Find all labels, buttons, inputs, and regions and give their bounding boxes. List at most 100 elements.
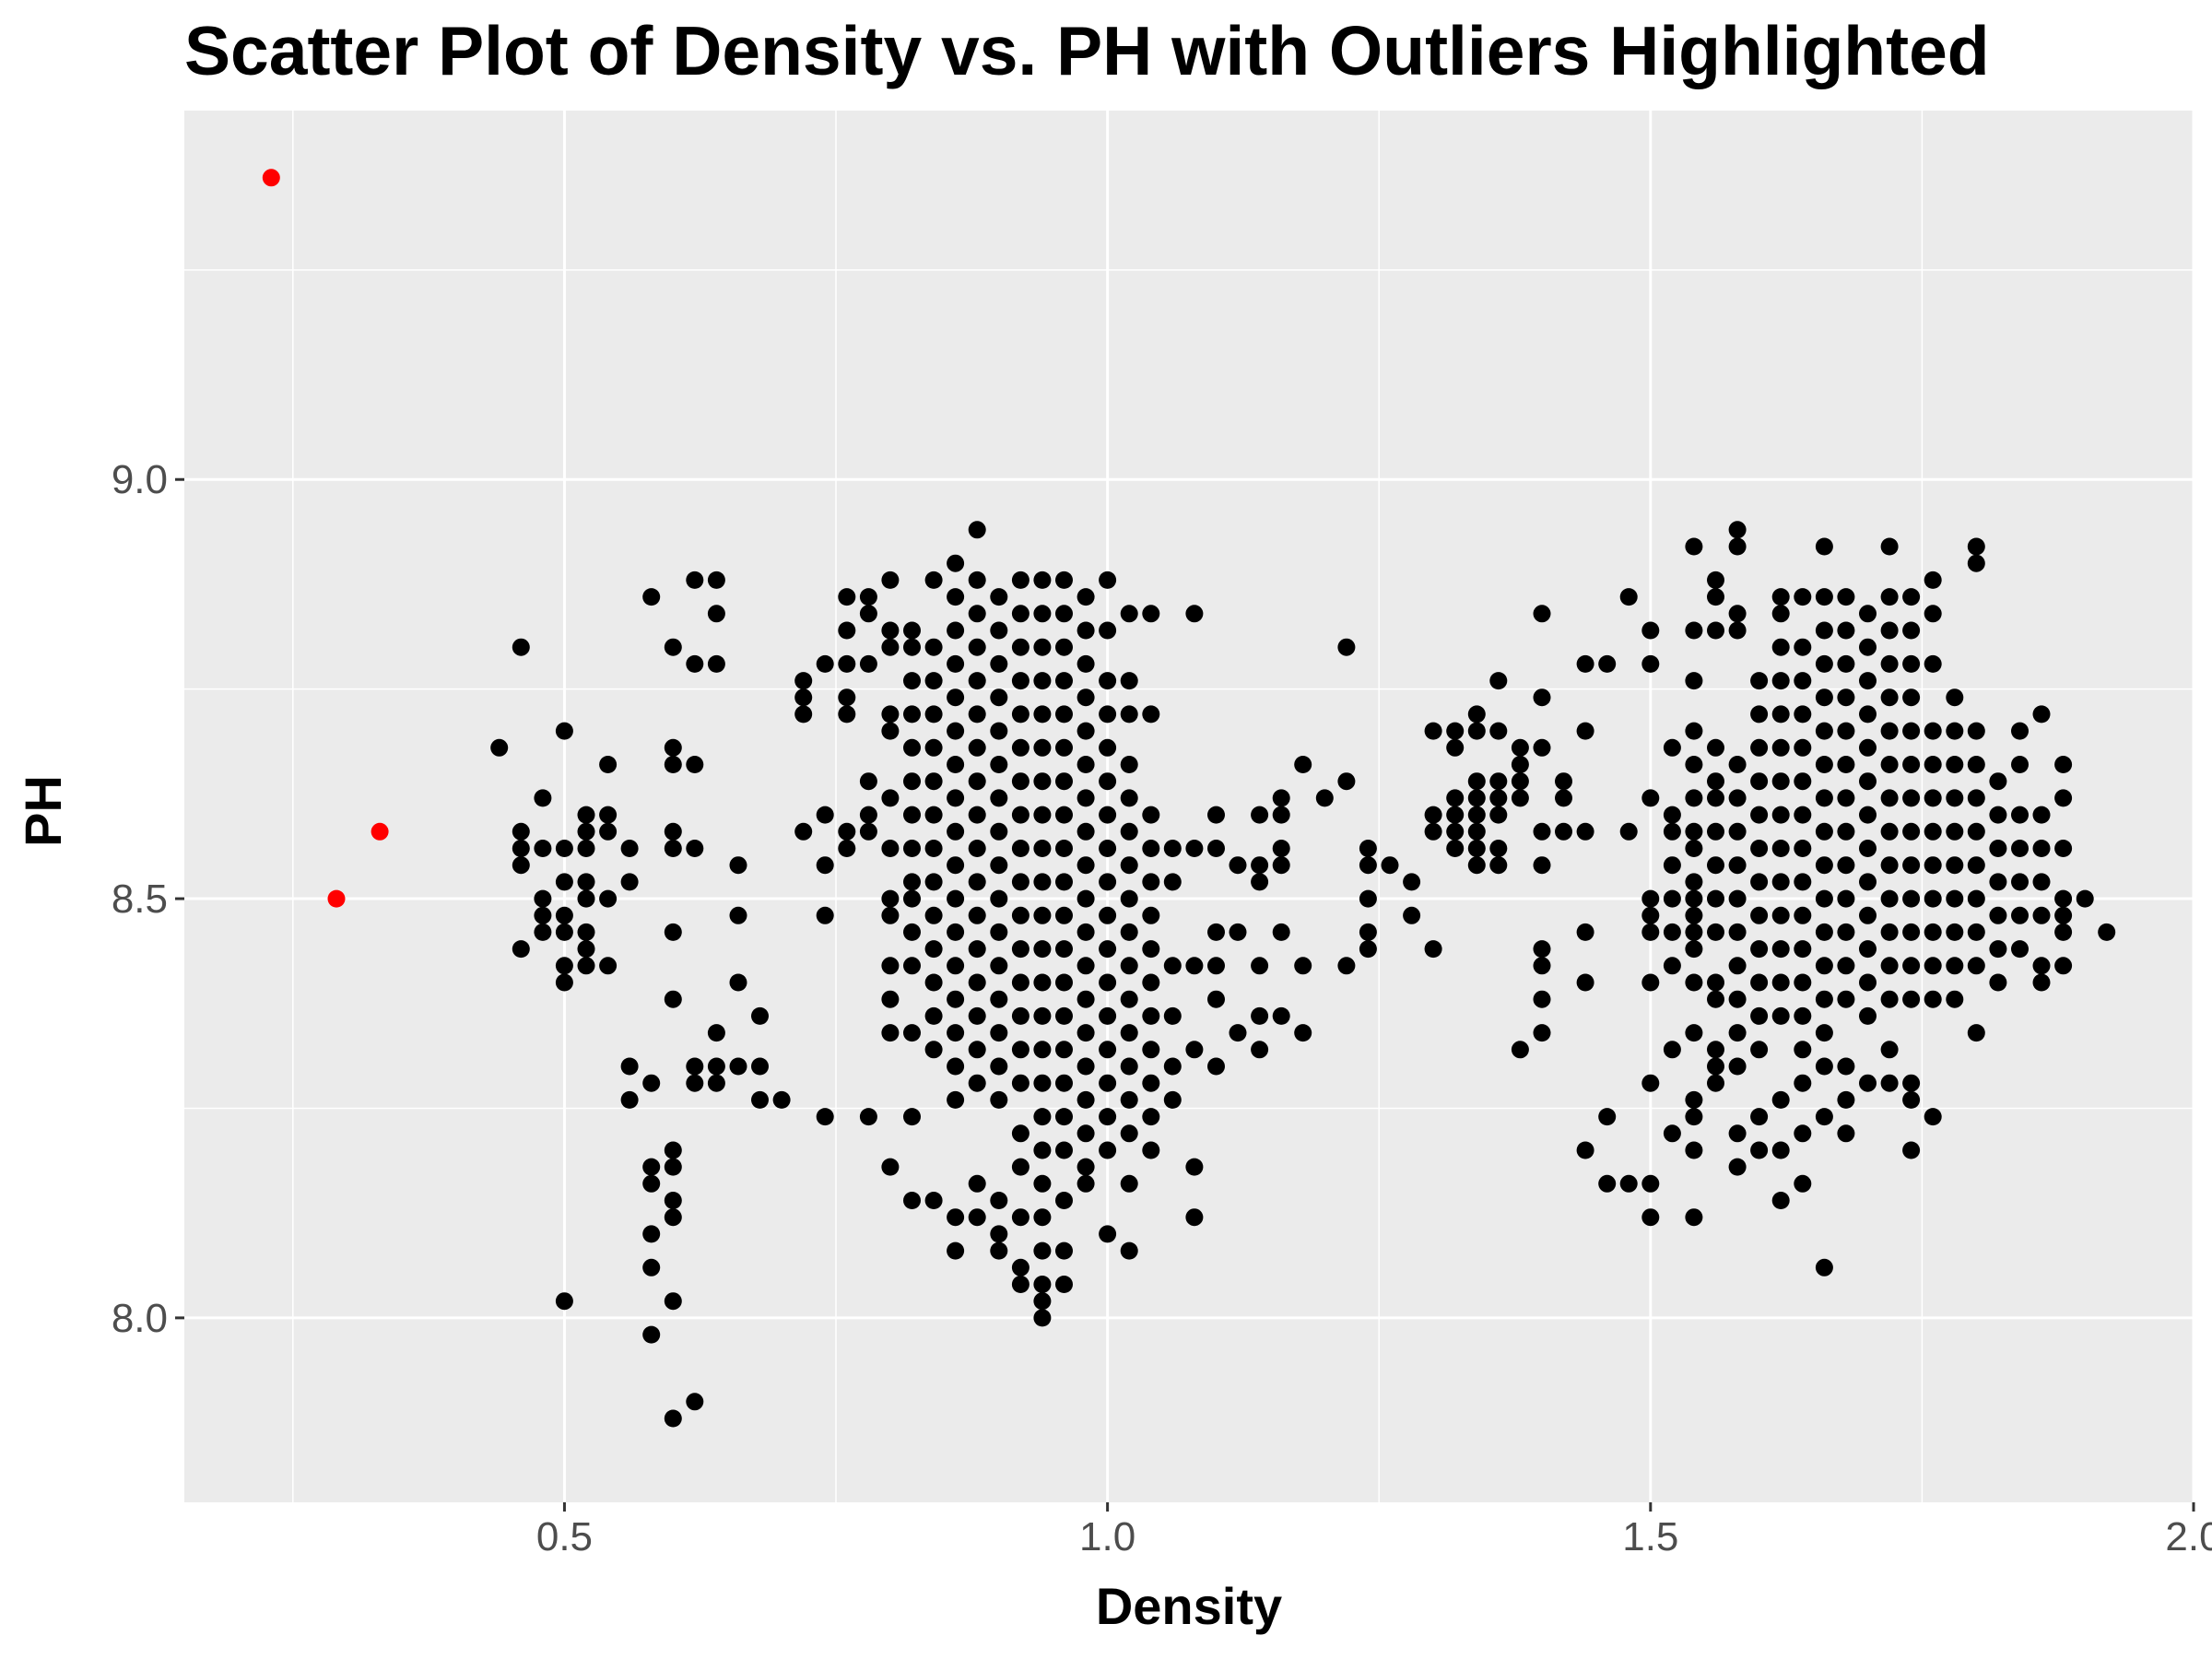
data-point	[1099, 1225, 1117, 1243]
data-point	[1902, 654, 1921, 673]
data-point	[1641, 1174, 1660, 1193]
data-point	[1489, 722, 1508, 740]
data-point	[1163, 1006, 1182, 1025]
data-point	[1033, 1174, 1052, 1193]
data-point	[707, 571, 725, 589]
data-point	[1685, 889, 1703, 908]
data-point	[1099, 806, 1117, 824]
data-point	[2032, 973, 2051, 992]
data-point	[1120, 822, 1138, 841]
data-point	[1033, 1309, 1052, 1327]
data-point	[1533, 822, 1551, 841]
data-point	[1880, 588, 1899, 606]
data-point	[1619, 822, 1638, 841]
y-axis-title: PH	[14, 775, 72, 847]
data-point	[1055, 1108, 1073, 1126]
data-point	[1011, 973, 1030, 992]
data-point	[686, 1074, 704, 1092]
data-point	[1771, 772, 1790, 791]
data-point	[924, 1192, 943, 1209]
data-point	[990, 889, 1008, 908]
data-point	[1794, 940, 1812, 959]
data-point	[1576, 923, 1594, 941]
data-point	[1533, 940, 1551, 959]
data-point	[664, 1158, 682, 1176]
data-point	[555, 1292, 573, 1311]
data-point	[1251, 873, 1269, 891]
data-point	[1815, 1258, 1833, 1277]
data-point	[1771, 973, 1790, 992]
data-point	[1641, 654, 1660, 673]
data-point	[968, 672, 986, 690]
data-point	[664, 738, 682, 757]
data-point	[947, 756, 965, 773]
data-point	[1533, 990, 1551, 1008]
data-point	[512, 940, 530, 959]
data-point	[1815, 537, 1833, 556]
data-point	[1359, 840, 1377, 857]
data-point	[599, 806, 618, 824]
data-point	[947, 1057, 965, 1076]
data-point	[1576, 973, 1594, 992]
data-point	[794, 705, 813, 724]
data-point	[1707, 1074, 1724, 1092]
data-point	[1207, 990, 1225, 1008]
y-tick-label: 9.0	[112, 457, 168, 502]
data-point	[1707, 856, 1724, 875]
data-point	[1033, 1108, 1052, 1126]
data-point	[1033, 1292, 1052, 1311]
data-point	[1771, 672, 1790, 690]
data-point	[1946, 856, 1964, 875]
data-point	[1055, 772, 1073, 791]
data-point	[1663, 923, 1681, 941]
data-point	[1598, 654, 1617, 673]
data-point	[924, 906, 943, 924]
data-point	[707, 1057, 725, 1076]
data-point	[1707, 1041, 1724, 1059]
data-point	[686, 756, 704, 773]
data-point	[859, 654, 877, 673]
x-tick-label: 0.5	[536, 1514, 593, 1559]
data-point	[1946, 756, 1964, 773]
data-point	[1011, 1158, 1030, 1176]
data-point	[1707, 621, 1724, 640]
data-point	[1511, 738, 1529, 757]
data-point	[1185, 605, 1204, 623]
data-point	[903, 638, 921, 656]
data-point	[1099, 973, 1117, 992]
data-point	[881, 1158, 900, 1176]
data-point	[1185, 957, 1204, 975]
data-point	[1967, 537, 1985, 556]
data-point	[1403, 906, 1421, 924]
data-point	[1815, 1057, 1833, 1076]
data-point	[1120, 957, 1138, 975]
data-point	[2054, 756, 2073, 773]
data-point	[555, 957, 573, 975]
data-point	[947, 621, 965, 640]
data-point	[2011, 840, 2029, 857]
data-point	[990, 1241, 1008, 1260]
data-point	[1728, 1158, 1747, 1176]
data-point	[1880, 1041, 1899, 1059]
data-point	[1099, 571, 1117, 589]
data-point	[1707, 738, 1724, 757]
data-point	[1859, 705, 1877, 724]
data-point	[1924, 605, 1942, 623]
data-point	[1120, 789, 1138, 807]
data-point	[1771, 940, 1790, 959]
data-point	[1099, 873, 1117, 891]
data-point	[990, 856, 1008, 875]
data-point	[1011, 873, 1030, 891]
data-point	[1576, 1141, 1594, 1159]
data-point	[534, 923, 552, 941]
data-point	[1750, 806, 1769, 824]
data-point	[642, 1174, 661, 1193]
data-point	[1989, 940, 2007, 959]
data-point	[1989, 906, 2007, 924]
x-axis-title: Density	[1096, 1577, 1282, 1635]
data-point	[1967, 957, 1985, 975]
data-point	[1815, 654, 1833, 673]
data-point	[1641, 1074, 1660, 1092]
data-point	[1598, 1108, 1617, 1126]
data-point	[1685, 621, 1703, 640]
